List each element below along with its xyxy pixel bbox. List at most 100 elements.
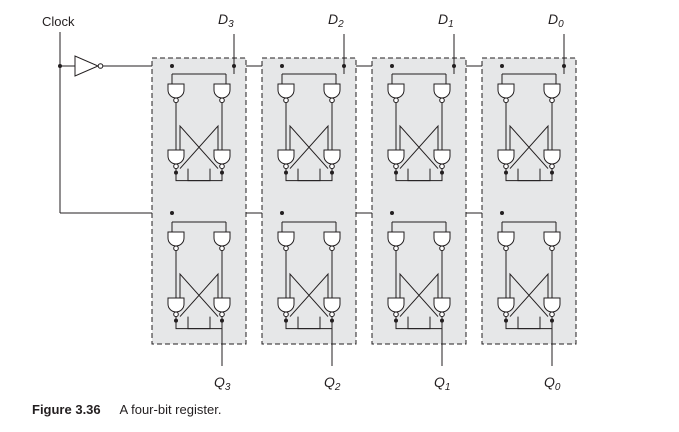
nand-body [167, 231, 185, 247]
inverter-bubble [173, 97, 179, 104]
figure-number: Figure 3.36 [32, 402, 101, 417]
junction-dot [280, 211, 284, 215]
inverter-bubble [549, 163, 555, 170]
junction-dot [550, 170, 554, 175]
nand-gate [323, 231, 341, 252]
inverter-bubble [329, 245, 335, 252]
data-input-letter: D [438, 11, 448, 27]
nand-gate [433, 231, 451, 252]
nand-body [167, 83, 185, 99]
junction-dot [504, 170, 508, 175]
junction-dot [500, 211, 504, 215]
nand-gate [167, 231, 185, 252]
nand-body [387, 149, 405, 165]
nand-body [323, 297, 341, 313]
caption-text: A four-bit register. [119, 402, 222, 417]
nand-gate [213, 297, 231, 318]
nand-body [277, 83, 295, 99]
nand-body [543, 231, 561, 247]
junction-dot [170, 211, 174, 215]
nand-gate [433, 83, 451, 104]
nand-gate [387, 83, 405, 104]
inverter-bubble [393, 97, 399, 104]
nand-gate [387, 149, 405, 170]
output-subscript: 2 [334, 382, 341, 393]
inverter-bubble [283, 97, 289, 104]
nand-body [167, 297, 185, 313]
inverter-bubble [329, 311, 335, 318]
nand-body [543, 149, 561, 165]
nand-body [387, 83, 405, 99]
data-input-letter: D [548, 11, 558, 27]
junction-dot [562, 64, 566, 68]
junction-dot [174, 170, 178, 175]
cross-wire [179, 272, 219, 317]
nand-body [497, 149, 515, 165]
output-subscript: 1 [445, 382, 451, 393]
nand-gate [323, 297, 341, 318]
inverter-bubble [393, 163, 399, 170]
junction-dot [284, 318, 288, 323]
figure-caption: Figure 3.36 A four-bit register. [32, 402, 221, 417]
nand-gate [387, 297, 405, 318]
inverter-bubble [219, 97, 225, 104]
inverter-bubble [503, 311, 509, 318]
nand-body [387, 231, 405, 247]
nand-gate [543, 83, 561, 104]
inverter-bubble [549, 97, 555, 104]
inverter-bubble [97, 63, 104, 69]
nand-body [323, 231, 341, 247]
inverter-bubble [393, 311, 399, 318]
output-subscript: 0 [555, 382, 561, 393]
clock-inverter [74, 55, 100, 77]
cross-wire [509, 272, 549, 317]
inverter-bubble [439, 311, 445, 318]
nand-gate [497, 149, 515, 170]
inverter-bubble [549, 245, 555, 252]
nand-body [277, 231, 295, 247]
cross-wire [509, 124, 549, 169]
clock-label: Clock [42, 14, 75, 29]
nand-body [323, 149, 341, 165]
cross-wire [179, 124, 219, 169]
cross-wire [289, 272, 329, 317]
nand-body [277, 297, 295, 313]
output-subscript: 3 [225, 382, 231, 393]
junction-dot [174, 318, 178, 323]
nand-body [497, 83, 515, 99]
nand-gate [277, 149, 295, 170]
inverter-bubble [173, 163, 179, 170]
inverter-bubble [283, 311, 289, 318]
junction-dot [220, 170, 224, 175]
output-letter: Q [214, 374, 225, 390]
inverter-bubble [283, 245, 289, 252]
cross-wire [289, 272, 329, 317]
inverter-bubble [439, 97, 445, 104]
nand-gate [497, 297, 515, 318]
cross-wire [399, 124, 439, 169]
cross-wire [179, 272, 219, 317]
junction-dot [394, 318, 398, 323]
junction-dot [452, 64, 456, 68]
junction-dot [390, 64, 394, 68]
output-letter: Q [544, 374, 555, 390]
nand-body [433, 83, 451, 99]
inverter-bubble [503, 245, 509, 252]
nand-body [213, 297, 231, 313]
junction-dot [330, 170, 334, 175]
flip-flop-stage: D2 Q2 [261, 11, 357, 393]
inverter-bubble [503, 163, 509, 170]
inverter-bubble [329, 163, 335, 170]
stage-block [261, 57, 357, 345]
inverter-bubble [503, 97, 509, 104]
output-letter: Q [324, 374, 335, 390]
data-input-label: D2 [328, 11, 344, 30]
nand-gate [277, 297, 295, 318]
nand-gate [167, 83, 185, 104]
output-label: Q3 [214, 374, 231, 393]
nand-gate [387, 231, 405, 252]
junction-dot [440, 170, 444, 175]
inverter-bubble [549, 311, 555, 318]
